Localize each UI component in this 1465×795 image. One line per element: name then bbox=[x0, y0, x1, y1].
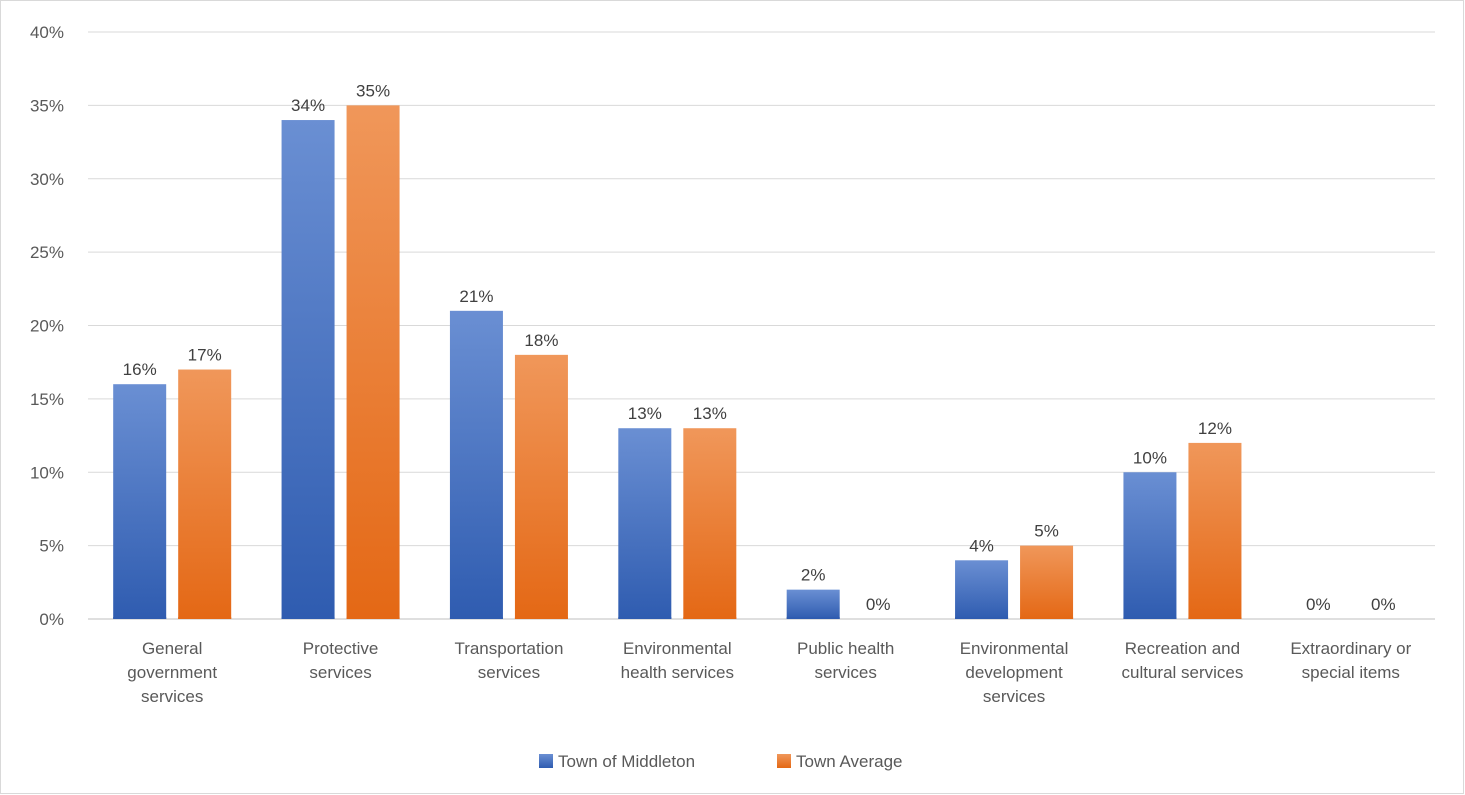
bar-middleton bbox=[618, 428, 672, 619]
x-category-label: Extraordinary or special items bbox=[1290, 639, 1411, 682]
bar-base bbox=[113, 617, 167, 619]
bar-base bbox=[178, 617, 232, 619]
bar-base bbox=[514, 617, 568, 619]
y-tick-label: 10% bbox=[30, 463, 64, 482]
data-label: 13% bbox=[628, 404, 662, 423]
legend-label-middleton: Town of Middleton bbox=[558, 752, 695, 771]
bar-average bbox=[178, 369, 232, 619]
bar-middleton bbox=[955, 560, 1009, 619]
bar-middleton bbox=[113, 384, 167, 619]
data-label: 21% bbox=[459, 287, 493, 306]
bar-base bbox=[449, 617, 503, 619]
bar-average bbox=[1020, 545, 1074, 619]
x-category-label: Public health services bbox=[797, 639, 894, 682]
bar-middleton bbox=[786, 589, 840, 619]
bar-base bbox=[618, 617, 672, 619]
bar-base bbox=[1123, 617, 1177, 619]
x-category-label: General government services bbox=[127, 639, 217, 706]
bar-average bbox=[346, 105, 400, 619]
y-tick-label: 5% bbox=[39, 537, 64, 556]
data-label: 18% bbox=[524, 331, 558, 350]
data-label: 12% bbox=[1198, 419, 1232, 438]
data-label: 16% bbox=[123, 360, 157, 379]
data-label: 0% bbox=[866, 595, 891, 614]
bar-base bbox=[281, 617, 335, 619]
data-label: 2% bbox=[801, 566, 826, 585]
x-category-label: Environmental development services bbox=[960, 639, 1069, 706]
data-label: 5% bbox=[1034, 522, 1059, 541]
bar-middleton bbox=[281, 120, 335, 620]
legend: Town of Middleton Town Average bbox=[539, 752, 902, 771]
x-category-label: Protective services bbox=[303, 639, 379, 682]
y-tick-label: 15% bbox=[30, 390, 64, 409]
data-label: 4% bbox=[969, 536, 994, 555]
y-tick-label: 30% bbox=[30, 170, 64, 189]
bar-base bbox=[1020, 617, 1074, 619]
bar-average bbox=[1188, 442, 1242, 619]
y-tick-label: 25% bbox=[30, 243, 64, 262]
x-category-label: Transportation services bbox=[454, 639, 563, 682]
data-label: 35% bbox=[356, 81, 390, 100]
y-tick-label: 35% bbox=[30, 96, 64, 115]
data-label: 34% bbox=[291, 96, 325, 115]
y-tick-label: 20% bbox=[30, 317, 64, 336]
x-category-label: Environmental health services bbox=[621, 639, 734, 682]
y-tick-label: 0% bbox=[39, 610, 64, 629]
bar-middleton bbox=[449, 310, 503, 619]
bar-middleton bbox=[1123, 472, 1177, 619]
bar-base bbox=[1188, 617, 1242, 619]
data-label: 0% bbox=[1371, 595, 1396, 614]
bar-average bbox=[514, 354, 568, 619]
y-tick-label: 40% bbox=[30, 23, 64, 42]
x-axis-categories: General government services Protective servi… bbox=[127, 639, 1411, 706]
bar-base bbox=[683, 617, 737, 619]
legend-label-average: Town Average bbox=[796, 752, 902, 771]
y-axis-ticks: 0% 5% 10% 15% 20% 25% 30% 35% 40% bbox=[30, 23, 64, 629]
data-label: 17% bbox=[188, 346, 222, 365]
data-label: 10% bbox=[1133, 448, 1167, 467]
x-category-label: Recreation and cultural services bbox=[1122, 639, 1244, 682]
legend-swatch-average bbox=[777, 754, 791, 768]
bar-base bbox=[346, 617, 400, 619]
bar-base bbox=[786, 617, 840, 619]
data-labels: 16% 17% 34% 35% 21% 18% 13% 13% 2% 0% 4% 5% 10% 12% 0%… bbox=[123, 81, 1396, 614]
bars bbox=[113, 105, 1242, 620]
legend-swatch-middleton bbox=[539, 754, 553, 768]
data-label: 13% bbox=[693, 404, 727, 423]
data-label: 0% bbox=[1306, 595, 1331, 614]
bar-base bbox=[955, 617, 1009, 619]
bar-average bbox=[683, 428, 737, 619]
